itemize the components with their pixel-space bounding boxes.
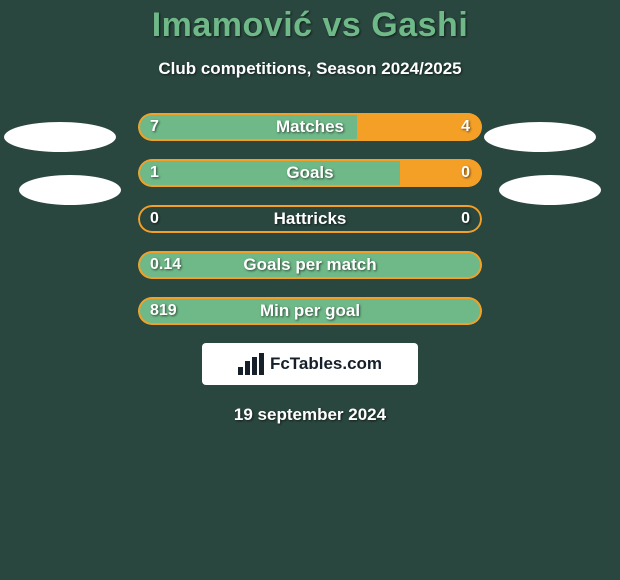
decorative-ellipse [19,175,121,205]
brand-badge[interactable]: FcTables.com [202,343,418,385]
stat-bar: 10Goals [138,159,482,187]
stat-row: 0.14Goals per match [0,251,620,279]
bar-left [138,113,357,141]
stat-value-left: 819 [150,297,177,325]
stat-value-right: 4 [461,113,470,141]
stat-bar: 0.14Goals per match [138,251,482,279]
stat-value-right: 0 [461,159,470,187]
stat-value-left: 0.14 [150,251,181,279]
date-text: 19 september 2024 [0,405,620,425]
bar-outline [138,205,482,233]
stat-value-left: 1 [150,159,159,187]
bars-icon [238,353,264,375]
bar-left [138,159,400,187]
stat-row: 0 0Hattricks [0,205,620,233]
comparison-card: Imamović vs Gashi Club competitions, Sea… [0,0,620,580]
stat-bar: 819Min per goal [138,297,482,325]
bar-left [138,297,482,325]
subtitle: Club competitions, Season 2024/2025 [0,59,620,79]
decorative-ellipse [499,175,601,205]
stat-row: 819Min per goal [0,297,620,325]
stat-bar: 0 0Hattricks [138,205,482,233]
stat-value-left: 7 [150,113,159,141]
page-title: Imamović vs Gashi [0,6,620,45]
brand-text: FcTables.com [270,354,382,374]
decorative-ellipse [484,122,596,152]
decorative-ellipse [4,122,116,152]
stat-value-left: 0 [150,205,159,233]
stat-value-right: 0 [461,205,470,233]
bar-left [138,251,482,279]
stat-bar: 74Matches [138,113,482,141]
stat-label: Hattricks [138,205,482,233]
